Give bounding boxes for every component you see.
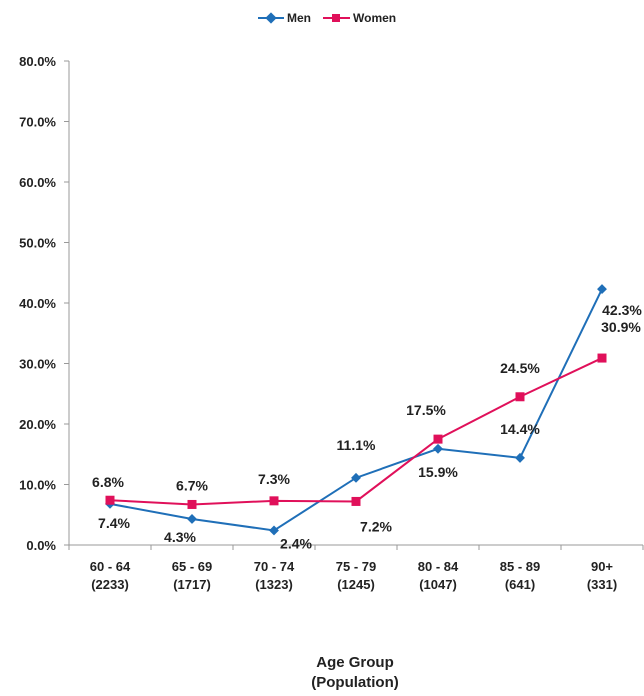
data-label-men: 2.4% (280, 535, 312, 551)
data-label-men: 42.3% (602, 302, 642, 318)
x-axis-ticks: 60 - 64 (2233) 65 - 69 (1717) 70 - 74 (1323) 7… (68, 545, 644, 592)
axes (68, 61, 643, 546)
x-tick-label: 60 - 64 (90, 559, 131, 574)
y-tick-label: 10.0% (19, 478, 56, 493)
point-women (515, 392, 525, 402)
data-label-men: 7.4% (98, 515, 130, 531)
x-tick-label: 65 - 69 (172, 559, 212, 574)
x-axis-title: Age Group (Population) (311, 654, 398, 691)
y-tick-label: 0.0% (26, 538, 56, 553)
series-line-men (109, 288, 603, 532)
legend: Men Women (258, 11, 396, 25)
point-men (433, 443, 443, 454)
x-tick-label: 90+ (591, 559, 613, 574)
point-women (105, 495, 115, 505)
y-tick-label: 40.0% (19, 296, 56, 311)
data-label-women: 24.5% (500, 360, 540, 376)
y-tick-label: 20.0% (19, 417, 56, 432)
data-label-men: 4.3% (164, 529, 196, 545)
legend-marker-women (332, 14, 340, 22)
point-men (187, 514, 197, 524)
y-tick-label: 30.0% (19, 357, 56, 372)
point-women (269, 496, 279, 506)
x-axis-title-line1: Age Group (316, 654, 394, 671)
data-label-women: 7.3% (258, 471, 290, 487)
data-label-men: 15.9% (418, 464, 458, 480)
data-label-men: 14.4% (500, 421, 540, 437)
legend-label-women: Women (353, 11, 396, 25)
data-label-men: 11.1% (337, 437, 376, 453)
point-men (597, 284, 607, 295)
x-tick-sublabel: (331) (587, 577, 617, 592)
y-tick-label: 80.0% (19, 54, 56, 69)
x-tick-label: 80 - 84 (418, 559, 459, 574)
point-women (597, 353, 607, 363)
legend-item-women: Women (323, 11, 396, 25)
legend-label-men: Men (287, 11, 311, 25)
legend-marker-men (265, 12, 277, 24)
point-women (433, 434, 443, 444)
data-label-women: 6.7% (176, 477, 208, 493)
x-axis-title-line2: (Population) (311, 674, 398, 691)
y-tick-label: 70.0% (19, 115, 56, 130)
x-tick-sublabel: (1323) (255, 577, 293, 592)
data-labels: 7.4% 4.3% 2.4% 11.1% 15.9% 14.4% 42.3% 6.8% 6.7%… (92, 302, 642, 551)
series-lines (109, 288, 603, 532)
point-women (351, 496, 361, 506)
y-axis-ticks: 0.0% 10.0% 20.0% 30.0% 40.0% 50.0% 60.0% 70.0% 8… (19, 54, 69, 553)
point-women (187, 499, 197, 509)
x-tick-sublabel: (641) (505, 577, 535, 592)
x-tick-label: 85 - 89 (500, 559, 540, 574)
x-tick-sublabel: (2233) (91, 577, 129, 592)
data-label-women: 17.5% (406, 402, 446, 418)
series-markers (105, 284, 607, 536)
data-label-women: 7.2% (360, 518, 392, 534)
legend-item-men: Men (258, 11, 311, 25)
point-men (515, 452, 525, 463)
data-label-women: 6.8% (92, 474, 124, 490)
y-tick-label: 60.0% (19, 175, 56, 190)
y-tick-label: 50.0% (19, 236, 56, 251)
x-tick-sublabel: (1047) (419, 577, 457, 592)
x-tick-sublabel: (1717) (173, 577, 211, 592)
point-men (269, 525, 279, 536)
x-tick-label: 70 - 74 (254, 559, 295, 574)
data-label-women: 30.9% (601, 319, 641, 335)
point-men (351, 472, 361, 483)
x-tick-sublabel: (1245) (337, 577, 375, 592)
x-tick-label: 75 - 79 (336, 559, 376, 574)
